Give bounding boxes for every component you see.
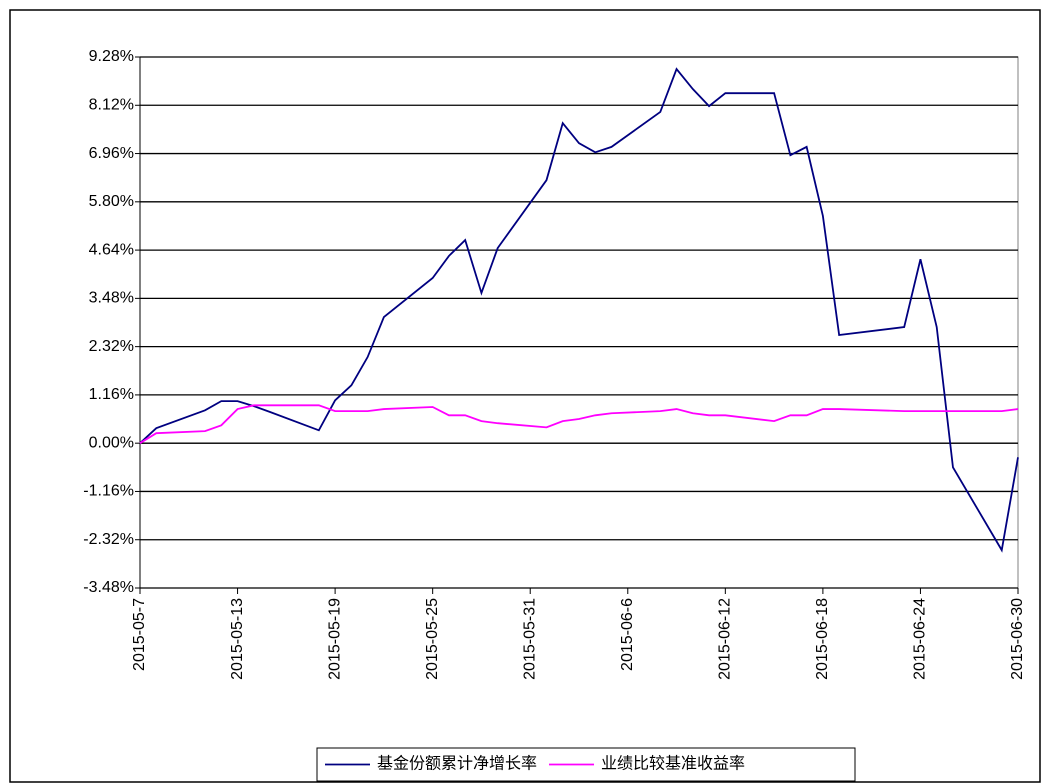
legend-label: 业绩比较基准收益率	[601, 755, 745, 773]
x-tick-label: 2015-06-6	[619, 598, 636, 671]
x-tick-label: 2015-05-13	[229, 598, 246, 680]
y-tick-label: 3.48%	[89, 290, 134, 307]
x-tick-label: 2015-06-24	[912, 598, 929, 680]
line-series	[139, 404, 1019, 444]
x-tick-label: 2015-05-25	[424, 598, 441, 680]
y-tick-label: 2.32%	[89, 338, 134, 355]
x-tick-label: 2015-06-30	[1009, 598, 1026, 680]
x-tick-label: 2015-06-18	[814, 598, 831, 680]
x-tick-label: 2015-05-19	[326, 598, 343, 680]
y-tick-label: 0.00%	[89, 434, 134, 451]
y-tick-label: -1.16%	[83, 483, 134, 500]
y-tick-label: -2.32%	[83, 531, 134, 548]
line-series	[139, 67, 1019, 553]
x-tick-label: 2015-06-12	[717, 598, 734, 680]
y-tick-label: 8.12%	[89, 96, 134, 113]
legend-label: 基金份额累计净增长率	[377, 755, 537, 773]
y-tick-label: 5.80%	[89, 193, 134, 210]
y-tick-label: 9.28%	[89, 48, 134, 65]
plot-area	[139, 56, 1019, 589]
y-tick-label: 4.64%	[89, 241, 134, 258]
y-tick-label: -3.48%	[83, 579, 134, 596]
y-tick-label: 6.96%	[89, 145, 134, 162]
x-tick-label: 2015-05-31	[521, 598, 538, 680]
y-tick-label: 1.16%	[89, 386, 134, 403]
x-tick-label: 2015-05-7	[131, 598, 148, 671]
